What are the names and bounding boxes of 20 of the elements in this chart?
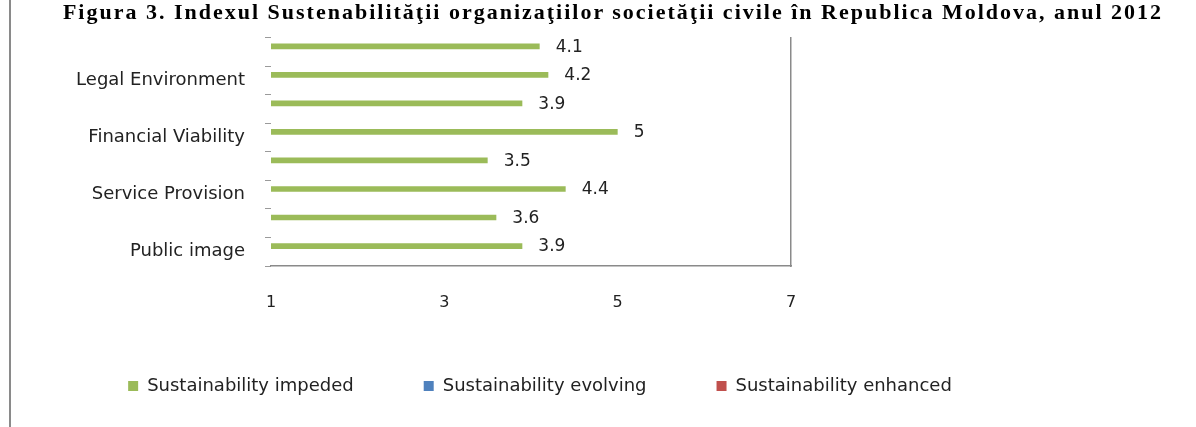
y-tick-label: Financial Viability bbox=[88, 125, 246, 147]
legend-label: Sustainability enhanced bbox=[735, 373, 952, 395]
x-tick-label: 5 bbox=[612, 291, 623, 311]
x-tick-label: 1 bbox=[265, 291, 277, 311]
legend-label: Sustainability impeded bbox=[147, 373, 354, 395]
data-label: 3.9 bbox=[538, 92, 566, 113]
data-label: 3.6 bbox=[512, 206, 540, 227]
x-tick-label: 3 bbox=[439, 291, 450, 311]
x-tick-label: 7 bbox=[785, 291, 797, 311]
data-label: 4.1 bbox=[555, 35, 583, 56]
data-label: 5 bbox=[633, 121, 645, 142]
data-label: 3.9 bbox=[538, 235, 566, 256]
data-label: 3.5 bbox=[503, 149, 531, 170]
y-tick-label: Public image bbox=[129, 239, 245, 261]
legend-label: Sustainability evolving bbox=[442, 373, 647, 395]
data-label: 4.2 bbox=[564, 64, 592, 85]
y-tick-label: Service Provision bbox=[91, 182, 245, 204]
data-label: 4.4 bbox=[581, 178, 609, 199]
chart-title: Figura 3. Indexul Sustenabilităţii organizaţiilor societăţii civile în Republica Moldova, anul 2012 bbox=[61, 0, 1165, 24]
y-tick-label: Legal Environment bbox=[76, 68, 245, 90]
